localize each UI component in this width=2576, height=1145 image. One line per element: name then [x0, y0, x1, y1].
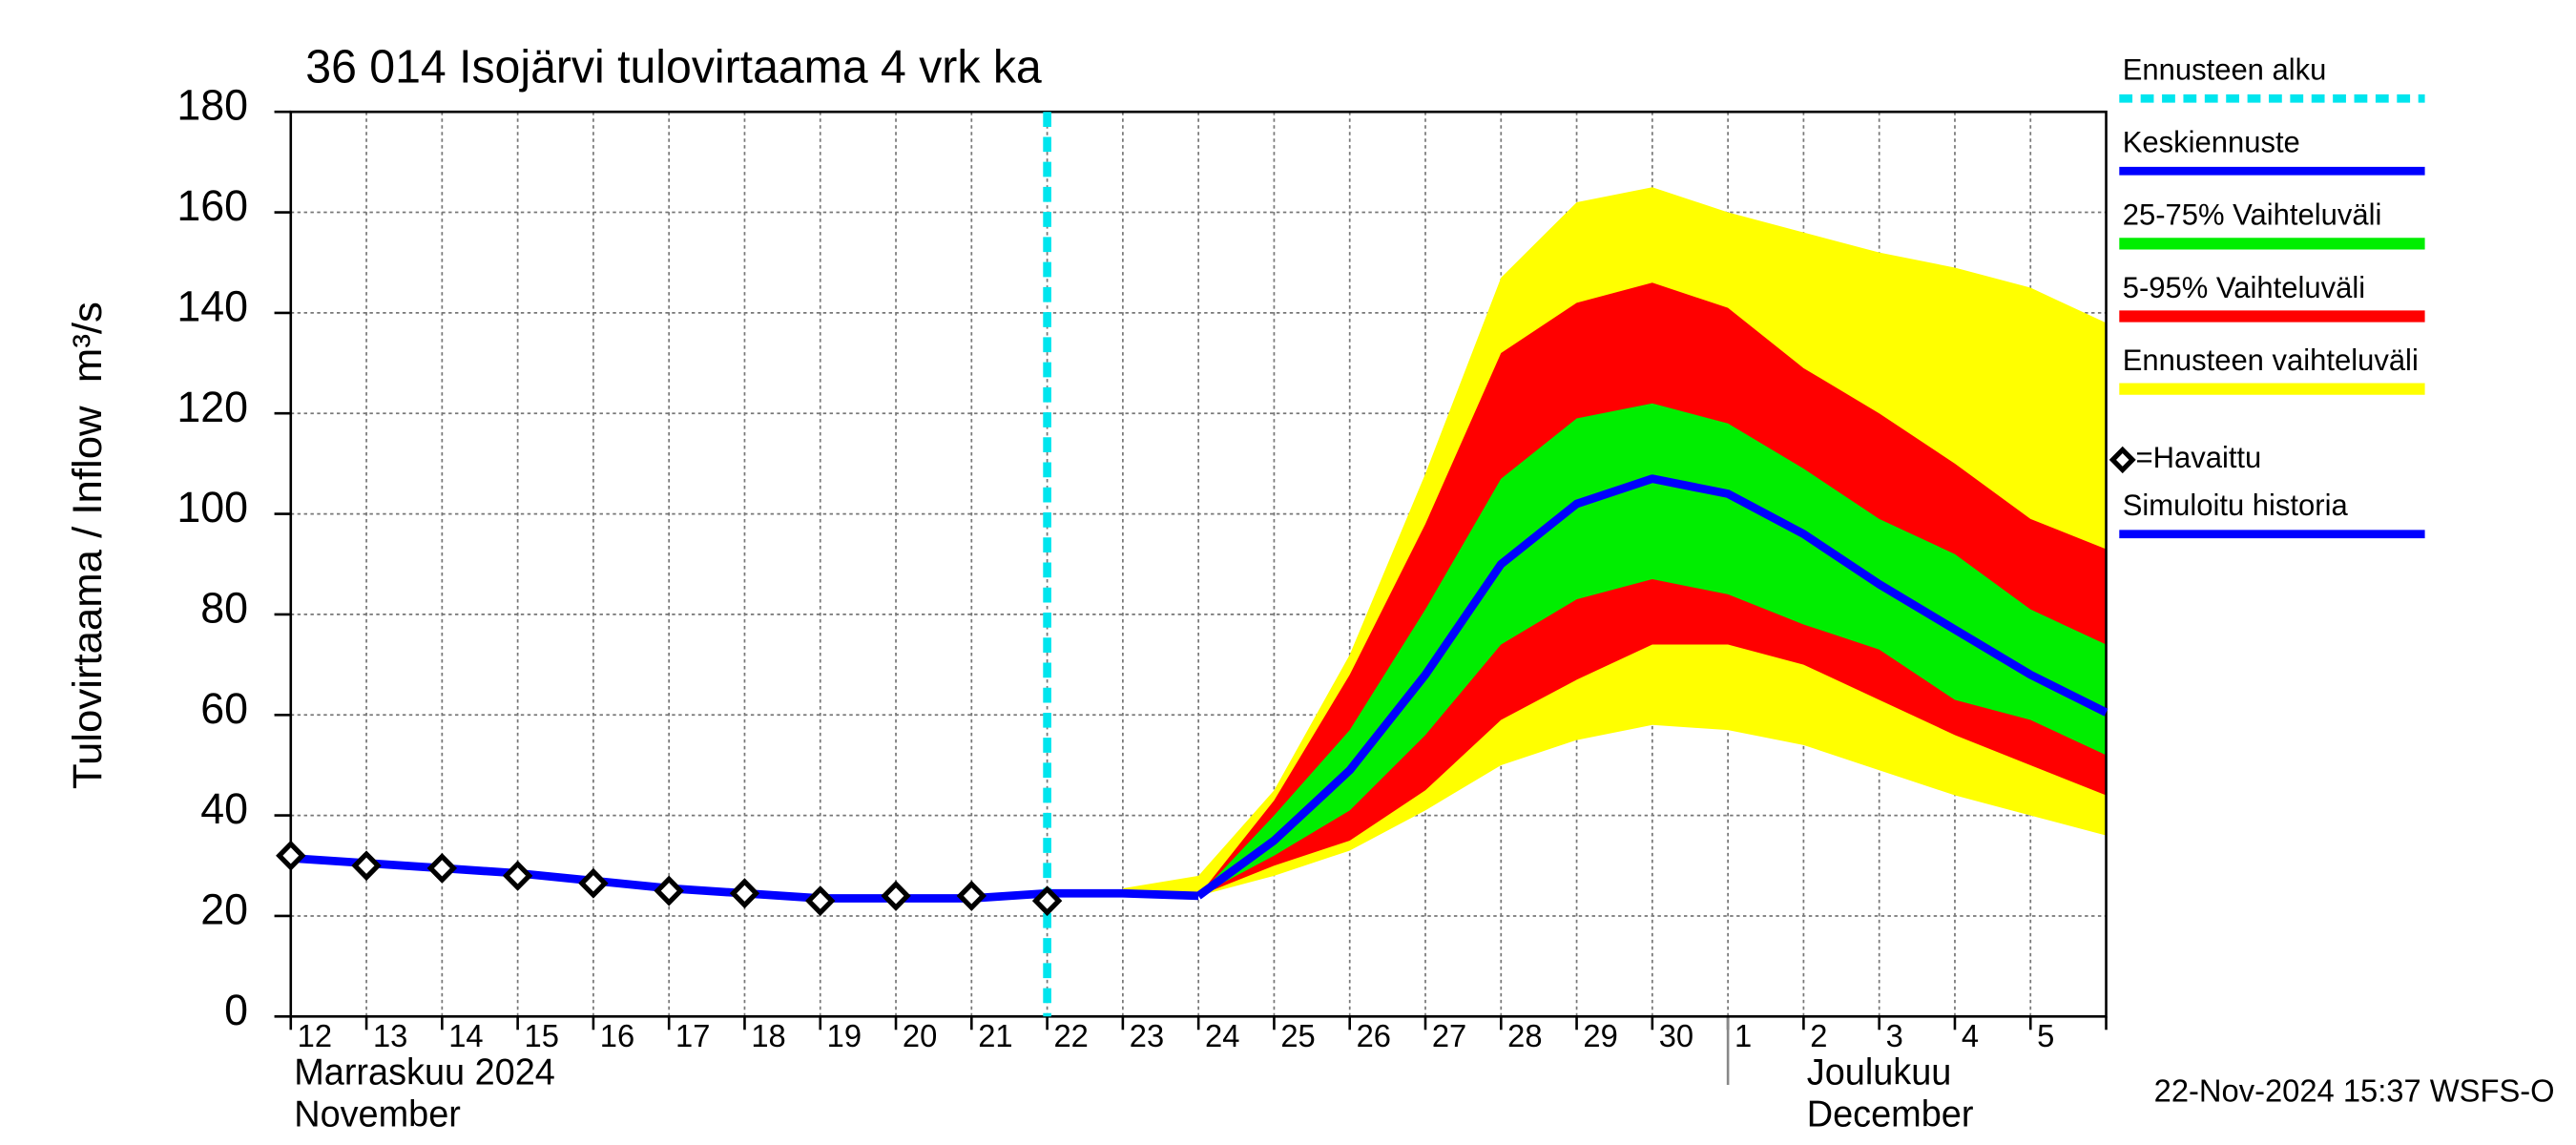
legend-label: Ennusteen alku	[2123, 52, 2327, 86]
legend-label: Keskiennuste	[2123, 125, 2300, 158]
legend-marker	[2109, 446, 2136, 474]
y-tick-label: 140	[177, 281, 248, 330]
y-tick-label: 100	[177, 483, 248, 531]
legend-label: 25-75% Vaihteluväli	[2123, 198, 2382, 232]
band	[1198, 403, 2107, 896]
x-tick-label: 4	[1962, 1018, 1979, 1053]
observed-point	[1031, 885, 1063, 917]
month-label: Joulukuu	[1807, 1051, 1952, 1093]
x-tick-label: 1	[1735, 1018, 1752, 1053]
x-tick-label: 16	[600, 1018, 634, 1053]
x-tick-label: 17	[675, 1018, 710, 1053]
x-tick-label: 2	[1810, 1018, 1827, 1053]
legend-label: 5-95% Vaihteluväli	[2123, 271, 2365, 304]
observed-point	[654, 875, 684, 906]
x-tick-label: 28	[1507, 1018, 1542, 1053]
chart-title: 36 014 Isojärvi tulovirtaama 4 vrk ka	[305, 41, 1042, 93]
x-tick-label: 5	[2037, 1018, 2054, 1053]
footer: 22-Nov-2024 15:37 WSFS-O	[2154, 1072, 2555, 1108]
observed-point	[426, 852, 458, 884]
x-tick-label: 27	[1432, 1018, 1466, 1053]
x-tick-label: 19	[827, 1018, 862, 1053]
x-tick-label: 13	[373, 1018, 407, 1053]
x-tick-label: 18	[751, 1018, 785, 1053]
x-tick-label: 12	[298, 1018, 332, 1053]
legend-label: Ennusteen vaihteluväli	[2123, 344, 2419, 377]
x-tick-label: 15	[525, 1018, 559, 1053]
legend-label: Simuloitu historia	[2123, 489, 2349, 522]
month-label: December	[1807, 1093, 1974, 1135]
legend-label: =Havaittu	[2136, 441, 2262, 474]
y-label: Tulovirtaama / Inflow	[65, 406, 111, 789]
month-label: Marraskuu 2024	[294, 1051, 555, 1093]
observed-point	[502, 860, 533, 891]
observed-point	[351, 850, 382, 882]
x-tick-label: 29	[1583, 1018, 1617, 1053]
observed-point	[729, 878, 760, 909]
y-tick-label: 160	[177, 181, 248, 230]
y-tick-label: 60	[200, 683, 248, 732]
x-tick-label: 23	[1130, 1018, 1164, 1053]
observed-point	[805, 885, 836, 917]
x-tick-label: 30	[1659, 1018, 1693, 1053]
x-tick-label: 20	[903, 1018, 937, 1053]
y-unit: m³/s	[65, 302, 111, 383]
observed-point	[956, 880, 987, 911]
band	[1198, 282, 2107, 896]
line	[1195, 474, 2109, 900]
x-tick-label: 3	[1886, 1018, 1903, 1053]
y-tick-label: 120	[177, 382, 248, 430]
month-label: November	[294, 1093, 461, 1135]
plot-frame	[289, 110, 2108, 1018]
x-tick-label: 26	[1357, 1018, 1391, 1053]
y-tick-label: 0	[224, 986, 248, 1034]
x-tick-label: 22	[1053, 1018, 1088, 1053]
x-tick-label: 21	[978, 1018, 1012, 1053]
y-tick-label: 80	[200, 583, 248, 632]
observed-point	[276, 840, 306, 871]
x-tick-label: 14	[448, 1018, 483, 1053]
y-tick-label: 20	[200, 885, 248, 933]
observed-point	[578, 867, 609, 899]
observed-point	[881, 880, 911, 911]
y-tick-label: 40	[200, 784, 248, 833]
y-tick-label: 180	[177, 80, 248, 129]
x-tick-label: 25	[1280, 1018, 1315, 1053]
x-tick-label: 24	[1205, 1018, 1239, 1053]
